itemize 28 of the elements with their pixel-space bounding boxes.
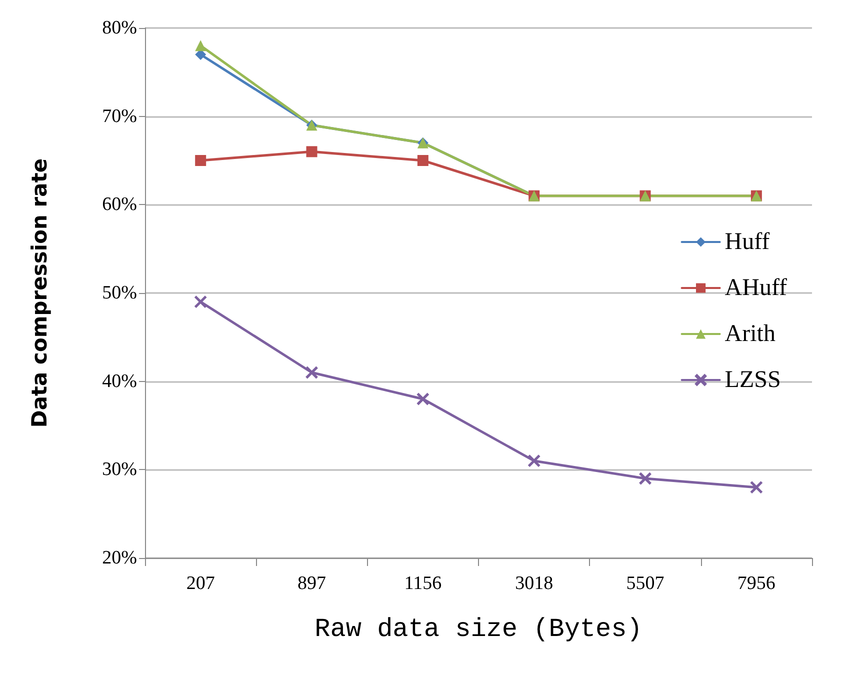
y-tick-label: 40%: [102, 370, 138, 392]
y-tick-label: 20%: [102, 548, 138, 568]
legend-label: Arith: [724, 321, 776, 347]
x-tick-label: 1156: [404, 573, 442, 594]
x-tick-label: 207: [186, 573, 215, 594]
point: [306, 366, 318, 378]
legend-label: LZSS: [724, 367, 781, 393]
legend-label: AHuff: [724, 275, 788, 301]
y-tick-label: 70%: [102, 106, 138, 127]
y-tick-label: 50%: [102, 282, 138, 304]
x-tick-label: 5507: [626, 573, 664, 594]
point: [195, 155, 206, 166]
point: [417, 155, 428, 166]
x-tick-label: 897: [298, 573, 326, 594]
point: [750, 481, 762, 494]
point: [306, 146, 318, 158]
x-tick-label: 7956: [737, 573, 776, 594]
x-tick-label: 3018: [515, 573, 554, 594]
x-axis-title: Raw data size (Bytes): [314, 614, 642, 644]
point: [416, 393, 429, 405]
y-tick-label: 60%: [102, 194, 138, 216]
point: [528, 454, 540, 467]
y-axis-title: Data compression rate: [28, 158, 52, 428]
y-tick-label: 30%: [102, 459, 138, 480]
y-tick-label: 80%: [102, 18, 138, 38]
point: [639, 472, 652, 484]
legend-label: Huff: [724, 229, 770, 255]
point: [194, 296, 207, 308]
